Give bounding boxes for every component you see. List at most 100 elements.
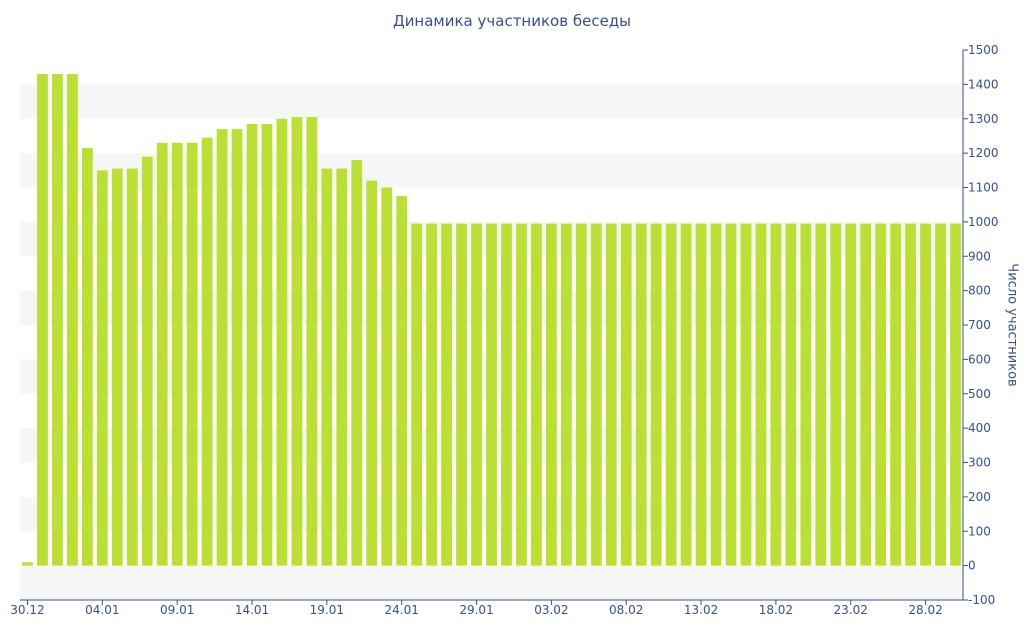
bar[interactable] bbox=[845, 223, 857, 566]
grid-band bbox=[20, 84, 963, 119]
bar[interactable] bbox=[830, 223, 842, 566]
bar[interactable] bbox=[545, 223, 557, 566]
bar[interactable] bbox=[67, 74, 78, 566]
bar[interactable] bbox=[815, 223, 827, 566]
y-tick-label: 0 bbox=[968, 559, 976, 573]
y-tick-label: -100 bbox=[968, 593, 995, 607]
y-tick-label: 1300 bbox=[968, 112, 999, 126]
bar[interactable] bbox=[680, 223, 692, 566]
y-tick-label: 800 bbox=[968, 284, 991, 298]
bar[interactable] bbox=[950, 223, 961, 566]
bar[interactable] bbox=[770, 223, 782, 566]
bar[interactable] bbox=[456, 223, 467, 566]
bar[interactable] bbox=[366, 180, 378, 566]
y-tick-label: 100 bbox=[968, 524, 991, 538]
bar[interactable] bbox=[411, 223, 423, 566]
bar[interactable] bbox=[171, 142, 183, 566]
y-tick-label: 900 bbox=[968, 249, 991, 263]
bar[interactable] bbox=[37, 74, 48, 566]
bar[interactable] bbox=[501, 223, 512, 566]
bar[interactable] bbox=[785, 223, 797, 566]
bar[interactable] bbox=[605, 223, 617, 566]
bar[interactable] bbox=[935, 223, 946, 566]
bars bbox=[22, 74, 961, 566]
bar[interactable] bbox=[860, 223, 872, 566]
bar[interactable] bbox=[575, 223, 587, 566]
x-tick-label: 09.01 bbox=[160, 603, 194, 617]
bar[interactable] bbox=[890, 223, 902, 566]
x-tick-label: 03.02 bbox=[534, 603, 568, 617]
y-tick-label: 400 bbox=[968, 421, 991, 435]
bar[interactable] bbox=[276, 118, 288, 566]
bar[interactable] bbox=[875, 223, 887, 566]
bar[interactable] bbox=[665, 223, 677, 566]
bar[interactable] bbox=[710, 223, 722, 566]
bar[interactable] bbox=[426, 223, 438, 566]
grid-band bbox=[20, 565, 963, 600]
bar[interactable] bbox=[725, 223, 737, 566]
bar[interactable] bbox=[156, 142, 168, 566]
bar[interactable] bbox=[516, 223, 527, 566]
x-tick-label: 24.01 bbox=[385, 603, 419, 617]
bar[interactable] bbox=[111, 168, 123, 566]
y-tick-label: 600 bbox=[968, 352, 991, 366]
x-tick-label: 14.01 bbox=[235, 603, 269, 617]
x-tick-label: 29.01 bbox=[459, 603, 493, 617]
x-tick-label: 04.01 bbox=[85, 603, 119, 617]
y-tick-label: 300 bbox=[968, 456, 991, 470]
x-tick-label: 18.02 bbox=[759, 603, 793, 617]
bar[interactable] bbox=[471, 223, 482, 566]
bar[interactable] bbox=[396, 196, 408, 566]
bar[interactable] bbox=[531, 223, 542, 566]
x-tick-label: 23.02 bbox=[834, 603, 868, 617]
y-tick-label: 1000 bbox=[968, 215, 999, 229]
bar[interactable] bbox=[635, 223, 647, 566]
bar[interactable] bbox=[126, 168, 138, 566]
bar[interactable] bbox=[141, 156, 153, 566]
bar[interactable] bbox=[620, 223, 632, 566]
x-tick-label: 13.02 bbox=[684, 603, 718, 617]
bar[interactable] bbox=[590, 223, 602, 566]
bar[interactable] bbox=[201, 137, 213, 566]
y-tick-label: 1100 bbox=[968, 181, 999, 195]
bar[interactable] bbox=[306, 117, 318, 566]
x-axis-ticks: 30.12 04.01 09.01 14.01 19.01 24.01 29.01 03.02… bbox=[10, 600, 943, 617]
x-tick-label: 30.12 bbox=[10, 603, 44, 617]
bar[interactable] bbox=[261, 123, 273, 566]
bar[interactable] bbox=[441, 223, 452, 566]
bar[interactable] bbox=[321, 168, 333, 566]
bar[interactable] bbox=[216, 129, 228, 566]
bar[interactable] bbox=[740, 223, 752, 566]
bar[interactable] bbox=[96, 170, 108, 566]
bar[interactable] bbox=[650, 223, 662, 566]
bar[interactable] bbox=[351, 160, 363, 566]
y-tick-label: 1200 bbox=[968, 146, 999, 160]
bar[interactable] bbox=[231, 129, 243, 566]
bar[interactable] bbox=[22, 562, 33, 566]
bar[interactable] bbox=[905, 223, 916, 566]
y-tick-label: 1400 bbox=[968, 77, 999, 91]
y-axis-label: Число участников bbox=[1004, 263, 1020, 387]
bar[interactable] bbox=[800, 223, 812, 566]
chart-title: Динамика участников беседы bbox=[392, 12, 632, 30]
bar[interactable] bbox=[755, 223, 767, 566]
y-tick-label: 500 bbox=[968, 387, 991, 401]
bar[interactable] bbox=[920, 223, 931, 566]
x-tick-label: 19.01 bbox=[310, 603, 344, 617]
bar[interactable] bbox=[52, 74, 63, 566]
bar[interactable] bbox=[246, 123, 258, 566]
bar[interactable] bbox=[695, 223, 707, 566]
x-tick-label: 28.02 bbox=[908, 603, 942, 617]
bar[interactable] bbox=[560, 223, 572, 566]
bar[interactable] bbox=[381, 187, 393, 566]
y-tick-label: 700 bbox=[968, 318, 991, 332]
bar[interactable] bbox=[186, 142, 198, 566]
bar[interactable] bbox=[336, 168, 348, 566]
y-tick-label: 200 bbox=[968, 490, 991, 504]
bar[interactable] bbox=[81, 147, 93, 566]
bar[interactable] bbox=[486, 223, 497, 566]
y-tick-label: 1500 bbox=[968, 43, 999, 57]
y-axis-ticks: -100 0 100 200 300 400 500 600 700 800 900 1000 1100… bbox=[963, 43, 999, 607]
bar[interactable] bbox=[291, 117, 303, 566]
